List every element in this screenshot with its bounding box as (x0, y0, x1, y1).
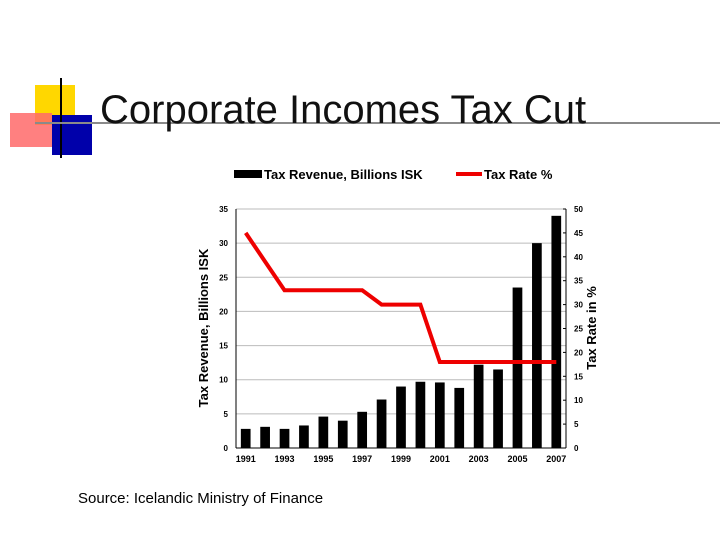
x-tick-label: 1993 (275, 454, 295, 464)
left-axis-title: Tax Revenue, Billions ISK (196, 248, 211, 407)
tax-chart: Tax Revenue, Billions ISK Tax Rate % 0 5 1… (196, 167, 599, 464)
revenue-bar (299, 425, 309, 448)
x-tick-label: 1997 (352, 454, 372, 464)
right-tick-label: 5 (574, 420, 579, 429)
revenue-bar (396, 386, 406, 448)
revenue-bar (493, 369, 503, 448)
right-tick-label: 25 (574, 325, 583, 334)
right-tick-label: 20 (574, 348, 583, 357)
left-tick-label: 0 (224, 444, 229, 453)
tax-rate-line (244, 231, 557, 364)
decor-blue-square (52, 115, 92, 155)
legend-swatch-revenue (234, 170, 262, 178)
right-axis-title: Tax Rate in % (584, 286, 599, 370)
x-tick-label: 2005 (507, 454, 527, 464)
x-tick-label: 2003 (469, 454, 489, 464)
right-tick-label: 40 (574, 253, 583, 262)
revenue-bar (415, 381, 426, 448)
x-tick-label: 1999 (391, 454, 411, 464)
left-tick-label: 15 (219, 342, 228, 351)
revenue-bar (512, 287, 523, 448)
left-tick-label: 5 (224, 410, 229, 419)
right-tick-label: 0 (574, 444, 579, 453)
decor-red-square (10, 113, 52, 147)
left-tick-label: 10 (219, 376, 228, 385)
left-tick-label: 20 (219, 307, 228, 316)
x-tick-label: 2007 (546, 454, 566, 464)
title-underline (35, 122, 720, 124)
x-axis-ticks: 1991 1993 1995 1997 1999 2001 2003 2005 2007 (236, 454, 567, 464)
revenue-bars (240, 215, 562, 448)
right-tick-label: 35 (574, 277, 583, 286)
right-tick-label: 10 (574, 396, 583, 405)
legend-label-rate: Tax Rate % (484, 167, 553, 182)
right-tick-label: 15 (574, 372, 583, 381)
revenue-bar (532, 243, 542, 448)
revenue-bar (279, 428, 290, 448)
revenue-bar (357, 411, 368, 448)
left-tick-label: 35 (219, 205, 228, 214)
revenue-bar (434, 382, 445, 448)
chart-legend: Tax Revenue, Billions ISK Tax Rate % (234, 167, 553, 182)
x-tick-label: 2001 (430, 454, 450, 464)
revenue-bar (376, 399, 387, 448)
legend-label-revenue: Tax Revenue, Billions ISK (264, 167, 423, 182)
source-note: Source: Icelandic Ministry of Finance (78, 490, 324, 507)
x-tick-label: 1995 (313, 454, 333, 464)
revenue-bar (240, 428, 251, 448)
right-tick-label: 30 (574, 301, 583, 310)
revenue-bar (318, 416, 329, 448)
left-tick-label: 30 (219, 239, 228, 248)
revenue-bar (551, 215, 562, 448)
right-axis-ticks: 0 5 10 15 20 25 30 35 40 45 50 (563, 205, 583, 453)
left-tick-label: 25 (219, 273, 228, 282)
left-axis-ticks: 0 5 10 15 20 25 30 35 (219, 205, 228, 453)
revenue-bar (473, 364, 484, 448)
x-tick-label: 1991 (236, 454, 256, 464)
page-title: Corporate Incomes Tax Cut (100, 88, 587, 132)
decor-vertical-line (60, 78, 62, 158)
right-tick-label: 50 (574, 205, 583, 214)
revenue-bar (337, 420, 348, 448)
revenue-bar (260, 426, 270, 448)
revenue-bar (454, 387, 465, 448)
right-tick-label: 45 (574, 229, 583, 238)
